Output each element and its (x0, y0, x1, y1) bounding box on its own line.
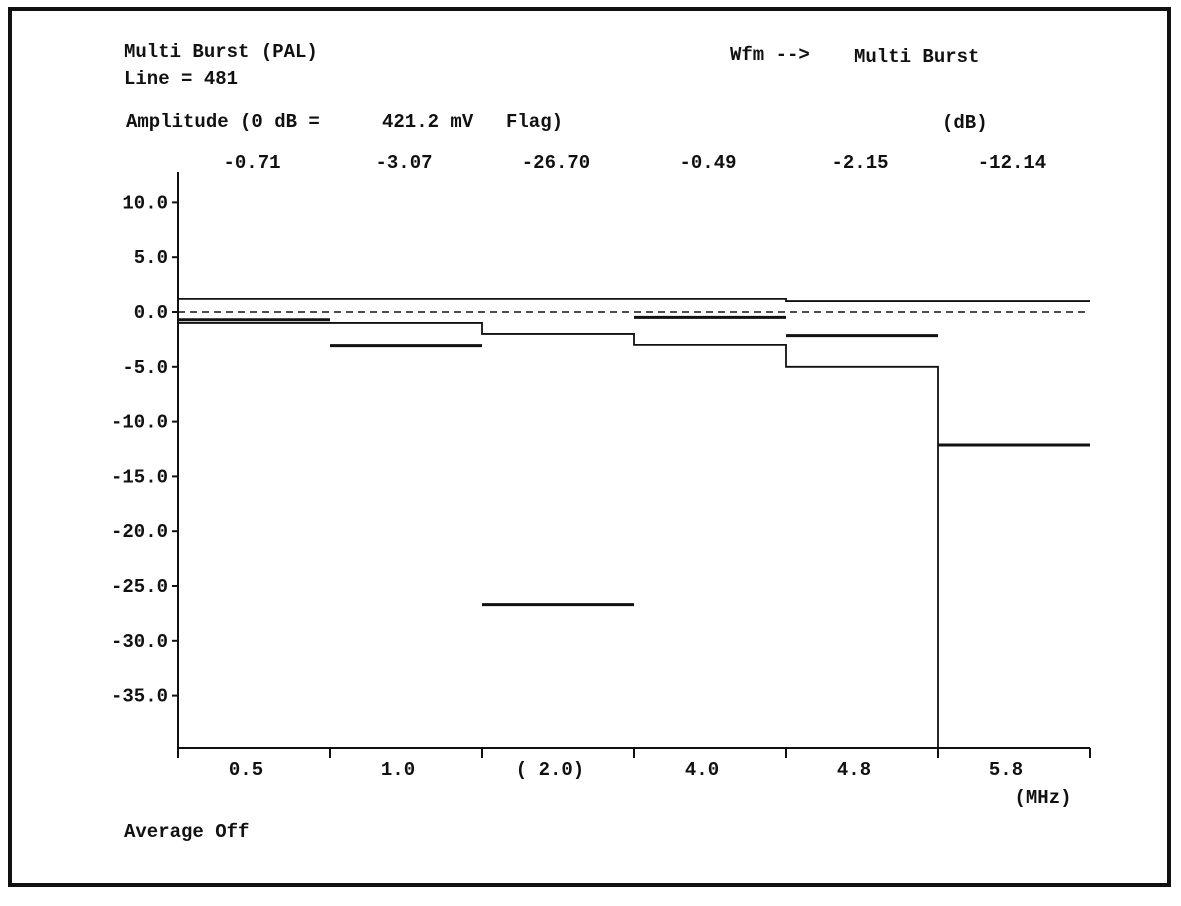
y-tick-label: -30.0 (111, 631, 168, 653)
amplitude-value: 421.2 mV (382, 111, 474, 133)
packet-value-label: -2.15 (831, 152, 888, 174)
packet-value-label: -26.70 (522, 152, 590, 174)
y-tick-label: -25.0 (111, 576, 168, 598)
x-category-label: 4.0 (685, 759, 719, 781)
packet-value-label: -12.14 (978, 152, 1046, 174)
x-unit-label: (MHz) (1014, 787, 1071, 809)
packet-value-label: -3.07 (375, 152, 432, 174)
line-number: Line = 481 (124, 68, 239, 90)
units-label: (dB) (942, 112, 988, 134)
x-category-label: 5.8 (989, 759, 1023, 781)
display-frame (8, 7, 1171, 887)
amplitude-flag: Flag) (506, 111, 564, 133)
y-tick-label: 10.0 (122, 192, 168, 214)
title: Multi Burst (PAL) (124, 41, 318, 63)
x-category-label: 1.0 (381, 759, 415, 781)
x-category-label: 4.8 (837, 759, 871, 781)
y-tick-label: -20.0 (111, 521, 168, 543)
amplitude-label: Amplitude (0 dB = (126, 111, 320, 133)
waveform-label: Wfm --> (730, 44, 810, 66)
y-tick-label: 0.0 (134, 302, 168, 324)
packet-value-label: -0.49 (679, 152, 736, 174)
y-tick-label: -15.0 (111, 466, 168, 488)
y-tick-label: 5.0 (134, 247, 168, 269)
x-category-label: ( 2.0) (516, 759, 584, 781)
upper-limit-line (178, 297, 1090, 302)
x-category-label: 0.5 (229, 759, 263, 781)
packet-value-label: -0.71 (223, 152, 280, 174)
y-tick-label: -10.0 (111, 412, 168, 434)
y-tick-label: -5.0 (122, 357, 168, 379)
waveform-value: Multi Burst (854, 46, 980, 68)
average-status: Average Off (124, 821, 250, 843)
lower-limit-line (178, 322, 1090, 749)
y-tick-label: -35.0 (111, 686, 168, 708)
